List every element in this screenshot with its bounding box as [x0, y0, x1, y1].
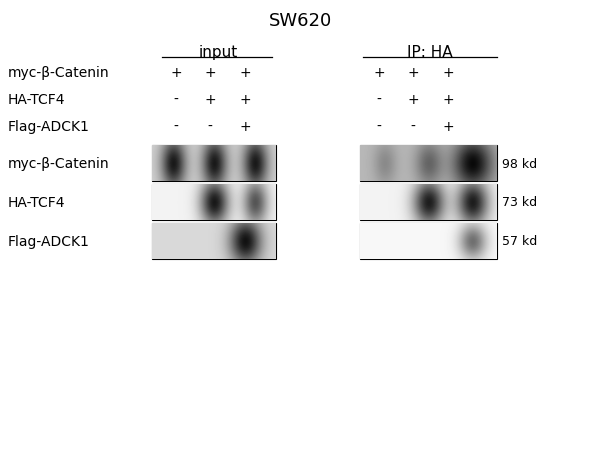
- Text: 73 kd: 73 kd: [502, 196, 537, 209]
- Text: -: -: [377, 93, 382, 107]
- Text: myc-β-Catenin: myc-β-Catenin: [8, 157, 110, 171]
- Text: input: input: [199, 45, 238, 60]
- Text: +: +: [373, 66, 385, 80]
- Text: 98 kd: 98 kd: [502, 157, 537, 170]
- Bar: [152, 146, 276, 182]
- Text: -: -: [410, 120, 415, 134]
- Bar: [152, 224, 276, 259]
- Text: HA-TCF4: HA-TCF4: [8, 196, 65, 210]
- Bar: [152, 185, 276, 220]
- Text: +: +: [204, 93, 216, 107]
- Bar: [360, 224, 497, 259]
- Bar: [360, 146, 497, 182]
- Text: +: +: [239, 66, 251, 80]
- Bar: [360, 185, 497, 220]
- Text: +: +: [170, 66, 182, 80]
- Text: +: +: [239, 93, 251, 107]
- Text: HA-TCF4: HA-TCF4: [8, 93, 65, 107]
- Text: IP: HA: IP: HA: [407, 45, 453, 60]
- Text: myc-β-Catenin: myc-β-Catenin: [8, 66, 110, 80]
- Text: -: -: [377, 120, 382, 134]
- Text: -: -: [173, 93, 178, 107]
- Text: Flag-ADCK1: Flag-ADCK1: [8, 235, 90, 248]
- Text: -: -: [173, 120, 178, 134]
- Text: -: -: [208, 120, 212, 134]
- Text: +: +: [442, 120, 454, 134]
- Text: +: +: [239, 120, 251, 134]
- Text: 57 kd: 57 kd: [502, 235, 537, 248]
- Text: +: +: [204, 66, 216, 80]
- Text: +: +: [407, 93, 419, 107]
- Text: SW620: SW620: [268, 12, 332, 30]
- Text: Flag-ADCK1: Flag-ADCK1: [8, 120, 90, 134]
- Text: +: +: [442, 93, 454, 107]
- Text: +: +: [442, 66, 454, 80]
- Text: +: +: [407, 66, 419, 80]
